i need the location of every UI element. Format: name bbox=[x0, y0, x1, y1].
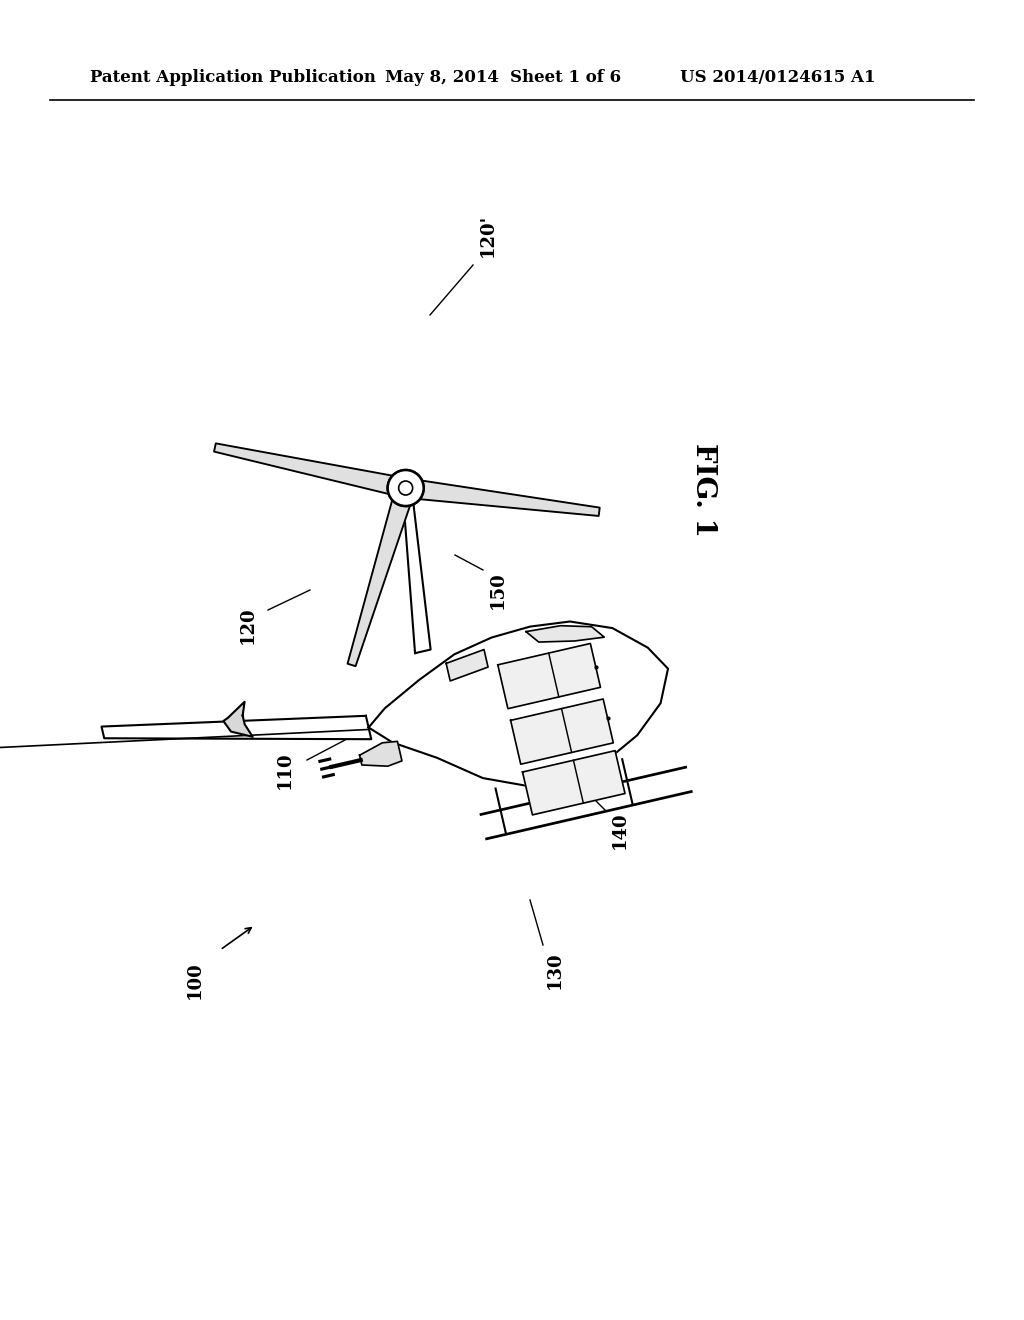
Polygon shape bbox=[526, 626, 604, 642]
Polygon shape bbox=[498, 643, 600, 709]
Text: 120': 120' bbox=[479, 214, 497, 256]
Text: 130: 130 bbox=[546, 952, 564, 989]
Text: 150: 150 bbox=[489, 572, 507, 609]
Text: 140: 140 bbox=[611, 812, 629, 849]
Polygon shape bbox=[446, 649, 488, 681]
Text: Sheet 1 of 6: Sheet 1 of 6 bbox=[510, 70, 622, 87]
Polygon shape bbox=[403, 496, 431, 653]
Text: 120: 120 bbox=[239, 606, 257, 644]
Text: Patent Application Publication: Patent Application Publication bbox=[90, 70, 376, 87]
Polygon shape bbox=[214, 444, 408, 498]
Polygon shape bbox=[347, 486, 415, 667]
Polygon shape bbox=[404, 478, 600, 516]
Polygon shape bbox=[359, 742, 402, 766]
Polygon shape bbox=[369, 622, 668, 785]
Polygon shape bbox=[522, 751, 625, 814]
Text: May 8, 2014: May 8, 2014 bbox=[385, 70, 499, 87]
Polygon shape bbox=[511, 700, 613, 764]
Circle shape bbox=[388, 470, 424, 506]
Polygon shape bbox=[223, 702, 253, 737]
Text: FIG. 1: FIG. 1 bbox=[690, 444, 717, 537]
Text: 110: 110 bbox=[276, 751, 294, 789]
Polygon shape bbox=[101, 715, 372, 739]
Text: US 2014/0124615 A1: US 2014/0124615 A1 bbox=[680, 70, 876, 87]
Circle shape bbox=[388, 470, 424, 506]
Text: 100: 100 bbox=[186, 961, 204, 999]
